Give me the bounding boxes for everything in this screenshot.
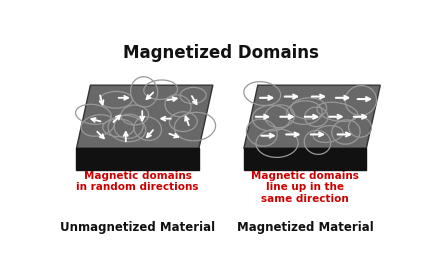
Text: Magnetic domains
in random directions: Magnetic domains in random directions (76, 171, 199, 192)
Text: Magnetized Domains: Magnetized Domains (124, 44, 319, 62)
Polygon shape (76, 85, 213, 148)
Polygon shape (76, 148, 199, 170)
Text: Magnetized Material: Magnetized Material (237, 221, 374, 234)
Polygon shape (76, 85, 213, 148)
Polygon shape (244, 148, 366, 170)
Polygon shape (244, 85, 380, 148)
Text: Magnetic domains
line up in the
same direction: Magnetic domains line up in the same dir… (251, 171, 359, 204)
Text: Unmagnetized Material: Unmagnetized Material (60, 221, 215, 234)
